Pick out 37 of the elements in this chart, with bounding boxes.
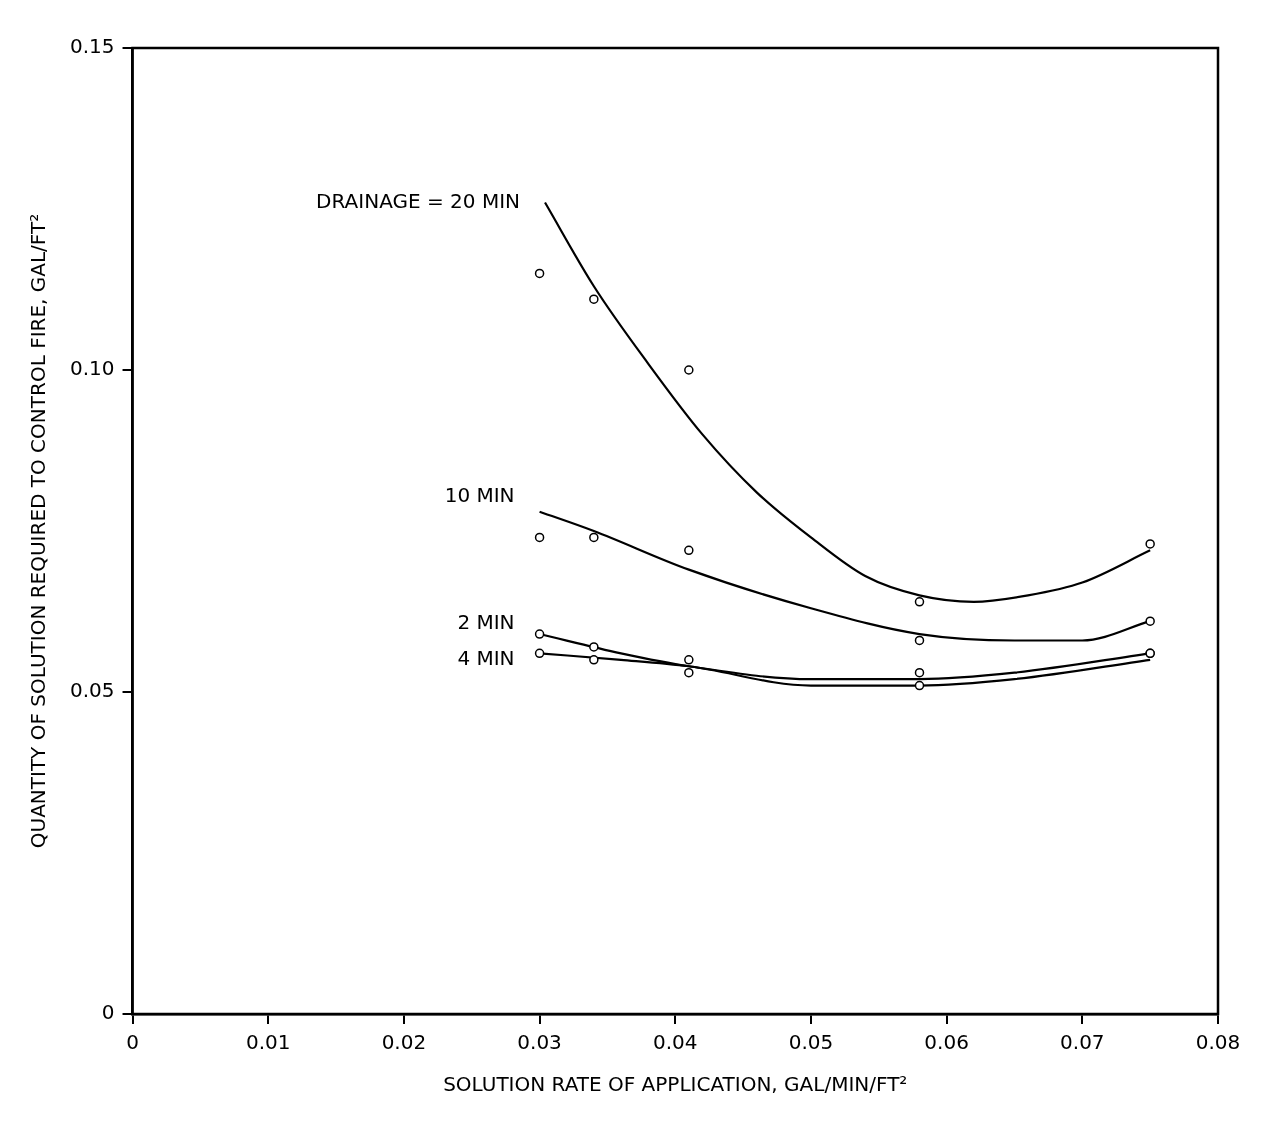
point — [589, 294, 599, 304]
x-tick-label: 0.04 — [653, 1030, 698, 1055]
x-tick-label: 0 — [126, 1030, 139, 1055]
point — [684, 365, 694, 375]
series-label: 2 MIN — [457, 610, 515, 635]
y-axis-title: QUANTITY OF SOLUTION REQUIRED TO CONTROL FIRE, GAL/FT² — [26, 213, 51, 849]
point — [534, 629, 545, 639]
point — [589, 655, 599, 665]
point — [534, 532, 545, 543]
point — [534, 268, 545, 279]
series-label: 4 MIN — [457, 645, 515, 670]
x-tick-label: 0.01 — [245, 1030, 291, 1055]
x-tick-label: 0.06 — [924, 1030, 969, 1055]
x-tick-label: 0.05 — [788, 1030, 834, 1055]
point — [1145, 539, 1155, 549]
y-tick-label: 0.05 — [70, 678, 115, 703]
point — [684, 655, 694, 665]
point — [684, 667, 694, 678]
point — [914, 667, 925, 678]
point — [589, 642, 599, 652]
point — [914, 635, 925, 646]
point — [914, 597, 925, 607]
y-tick-label: 0 — [101, 1000, 115, 1025]
series-label: DRAINAGE = 20 MIN — [316, 188, 521, 213]
x-tick-label: 0.03 — [517, 1030, 562, 1055]
point — [589, 532, 599, 543]
x-axis-title: SOLUTION RATE OF APPLICATION, GAL/MIN/FT² — [443, 1072, 908, 1097]
point — [1145, 616, 1155, 626]
point — [534, 648, 545, 659]
x-tick-label: 0.08 — [1195, 1030, 1241, 1055]
x-tick-label: 0.02 — [381, 1030, 427, 1055]
point — [684, 545, 694, 556]
y-tick-label: 0.15 — [70, 34, 115, 59]
point — [914, 680, 925, 691]
y-tick-label: 0.10 — [70, 356, 115, 381]
series-label: 10 MIN — [444, 482, 515, 507]
x-tick-label: 0.07 — [1060, 1030, 1105, 1055]
